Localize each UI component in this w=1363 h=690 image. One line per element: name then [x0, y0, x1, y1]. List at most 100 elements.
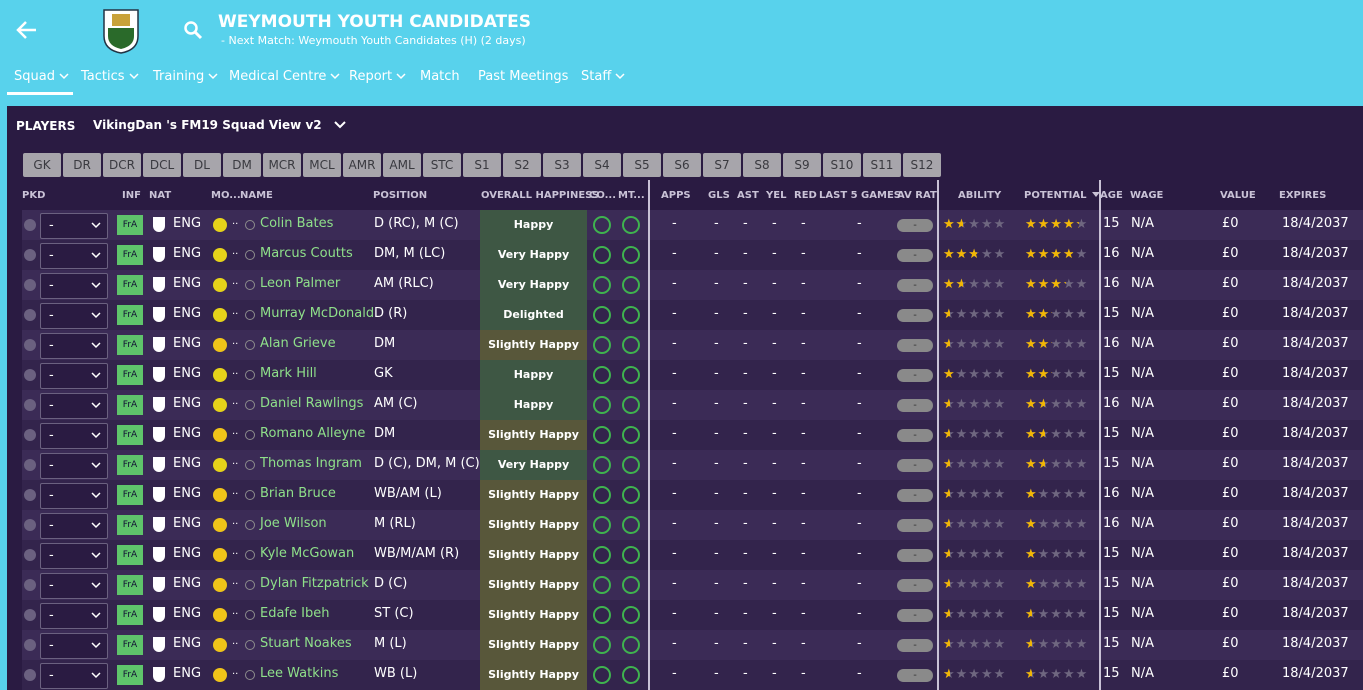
checkbox[interactable] [24, 399, 36, 411]
filter-button[interactable]: DM [223, 153, 261, 177]
player-name[interactable]: Brian Bruce [260, 486, 336, 501]
view-selector[interactable]: VikingDan 's FM19 Squad View v2 [93, 118, 346, 132]
column-header[interactable]: PKD [22, 190, 46, 201]
player-name[interactable]: Joe Wilson [260, 516, 327, 531]
column-header[interactable]: MT... [618, 190, 645, 201]
filter-button[interactable]: AMR [343, 153, 381, 177]
column-header[interactable]: GLS [708, 190, 730, 201]
checkbox[interactable] [24, 279, 36, 291]
column-header[interactable]: LAST 5 GAMES [819, 190, 901, 201]
filter-button[interactable]: DR [63, 153, 101, 177]
nav-tab[interactable]: Medical Centre [229, 69, 340, 84]
nation[interactable]: ENG [173, 366, 202, 381]
filter-button[interactable]: S8 [743, 153, 781, 177]
checkbox[interactable] [24, 669, 36, 681]
column-header[interactable]: POSITION [373, 190, 428, 201]
picked-dropdown[interactable]: - [40, 663, 108, 689]
filter-button[interactable]: GK [23, 153, 61, 177]
nav-tab[interactable]: Report [349, 69, 406, 84]
filter-button[interactable]: S9 [783, 153, 821, 177]
nav-tab[interactable]: Training [153, 69, 218, 84]
checkbox[interactable] [24, 639, 36, 651]
nation[interactable]: ENG [173, 426, 202, 441]
filter-button[interactable]: DCL [143, 153, 181, 177]
filter-button[interactable]: DCR [103, 153, 141, 177]
nation[interactable]: ENG [173, 486, 202, 501]
column-header[interactable]: AV RAT [897, 190, 937, 201]
nation[interactable]: ENG [173, 456, 202, 471]
nation[interactable]: ENG [173, 666, 202, 681]
filter-button[interactable]: S1 [463, 153, 501, 177]
picked-dropdown[interactable]: - [40, 603, 108, 629]
column-header[interactable]: VALUE [1220, 190, 1256, 201]
picked-dropdown[interactable]: - [40, 243, 108, 269]
filter-button[interactable]: S3 [543, 153, 581, 177]
checkbox[interactable] [24, 609, 36, 621]
column-header[interactable]: MO... [211, 190, 241, 201]
filter-button[interactable]: DL [183, 153, 221, 177]
nation[interactable]: ENG [173, 306, 202, 321]
column-header[interactable]: INF [122, 190, 141, 201]
nation[interactable]: ENG [173, 636, 202, 651]
nation[interactable]: ENG [173, 276, 202, 291]
column-header[interactable]: ABILITY [958, 190, 1002, 201]
picked-dropdown[interactable]: - [40, 393, 108, 419]
filter-button[interactable]: STC [423, 153, 461, 177]
column-header[interactable]: RED [794, 190, 817, 201]
picked-dropdown[interactable]: - [40, 303, 108, 329]
nav-tab[interactable]: Squad [14, 69, 69, 84]
player-name[interactable]: Colin Bates [260, 216, 334, 231]
player-name[interactable]: Thomas Ingram [260, 456, 362, 471]
player-name[interactable]: Murray McDonald [260, 306, 375, 321]
nation[interactable]: ENG [173, 576, 202, 591]
back-button[interactable] [14, 20, 38, 40]
checkbox[interactable] [24, 309, 36, 321]
picked-dropdown[interactable]: - [40, 423, 108, 449]
nation[interactable]: ENG [173, 396, 202, 411]
picked-dropdown[interactable]: - [40, 273, 108, 299]
player-name[interactable]: Alan Grieve [260, 336, 336, 351]
player-name[interactable]: Mark Hill [260, 366, 317, 381]
column-header[interactable]: YEL [766, 190, 787, 201]
player-name[interactable]: Marcus Coutts [260, 246, 353, 261]
player-name[interactable]: Romano Alleyne [260, 426, 366, 441]
checkbox[interactable] [24, 579, 36, 591]
picked-dropdown[interactable]: - [40, 453, 108, 479]
nation[interactable]: ENG [173, 216, 202, 231]
picked-dropdown[interactable]: - [40, 363, 108, 389]
checkbox[interactable] [24, 519, 36, 531]
nation[interactable]: ENG [173, 606, 202, 621]
column-header[interactable]: EXPIRES [1279, 190, 1327, 201]
checkbox[interactable] [24, 249, 36, 261]
checkbox[interactable] [24, 219, 36, 231]
column-header[interactable]: WAGE [1130, 190, 1164, 201]
column-header[interactable]: NAME [240, 190, 273, 201]
checkbox[interactable] [24, 339, 36, 351]
player-name[interactable]: Dylan Fitzpatrick [260, 576, 369, 591]
nation[interactable]: ENG [173, 336, 202, 351]
filter-button[interactable]: S10 [823, 153, 861, 177]
nation[interactable]: ENG [173, 246, 202, 261]
player-name[interactable]: Stuart Noakes [260, 636, 352, 651]
column-header[interactable]: AGE [1100, 190, 1123, 201]
player-name[interactable]: Kyle McGowan [260, 546, 355, 561]
filter-button[interactable]: S4 [583, 153, 621, 177]
filter-button[interactable]: AML [383, 153, 421, 177]
nav-tab[interactable]: Past Meetings [478, 69, 569, 84]
picked-dropdown[interactable]: - [40, 483, 108, 509]
picked-dropdown[interactable]: - [40, 333, 108, 359]
column-header[interactable]: POTENTIAL [1024, 190, 1087, 201]
nav-tab[interactable]: Tactics [81, 69, 139, 84]
checkbox[interactable] [24, 549, 36, 561]
nav-tab[interactable]: Match [420, 69, 460, 84]
player-name[interactable]: Edafe Ibeh [260, 606, 330, 621]
checkbox[interactable] [24, 489, 36, 501]
filter-button[interactable]: MCR [263, 153, 301, 177]
filter-button[interactable]: S11 [863, 153, 901, 177]
filter-button[interactable]: S12 [903, 153, 941, 177]
filter-button[interactable]: S2 [503, 153, 541, 177]
picked-dropdown[interactable]: - [40, 543, 108, 569]
nation[interactable]: ENG [173, 546, 202, 561]
column-header[interactable]: CO... [589, 190, 617, 201]
picked-dropdown[interactable]: - [40, 573, 108, 599]
